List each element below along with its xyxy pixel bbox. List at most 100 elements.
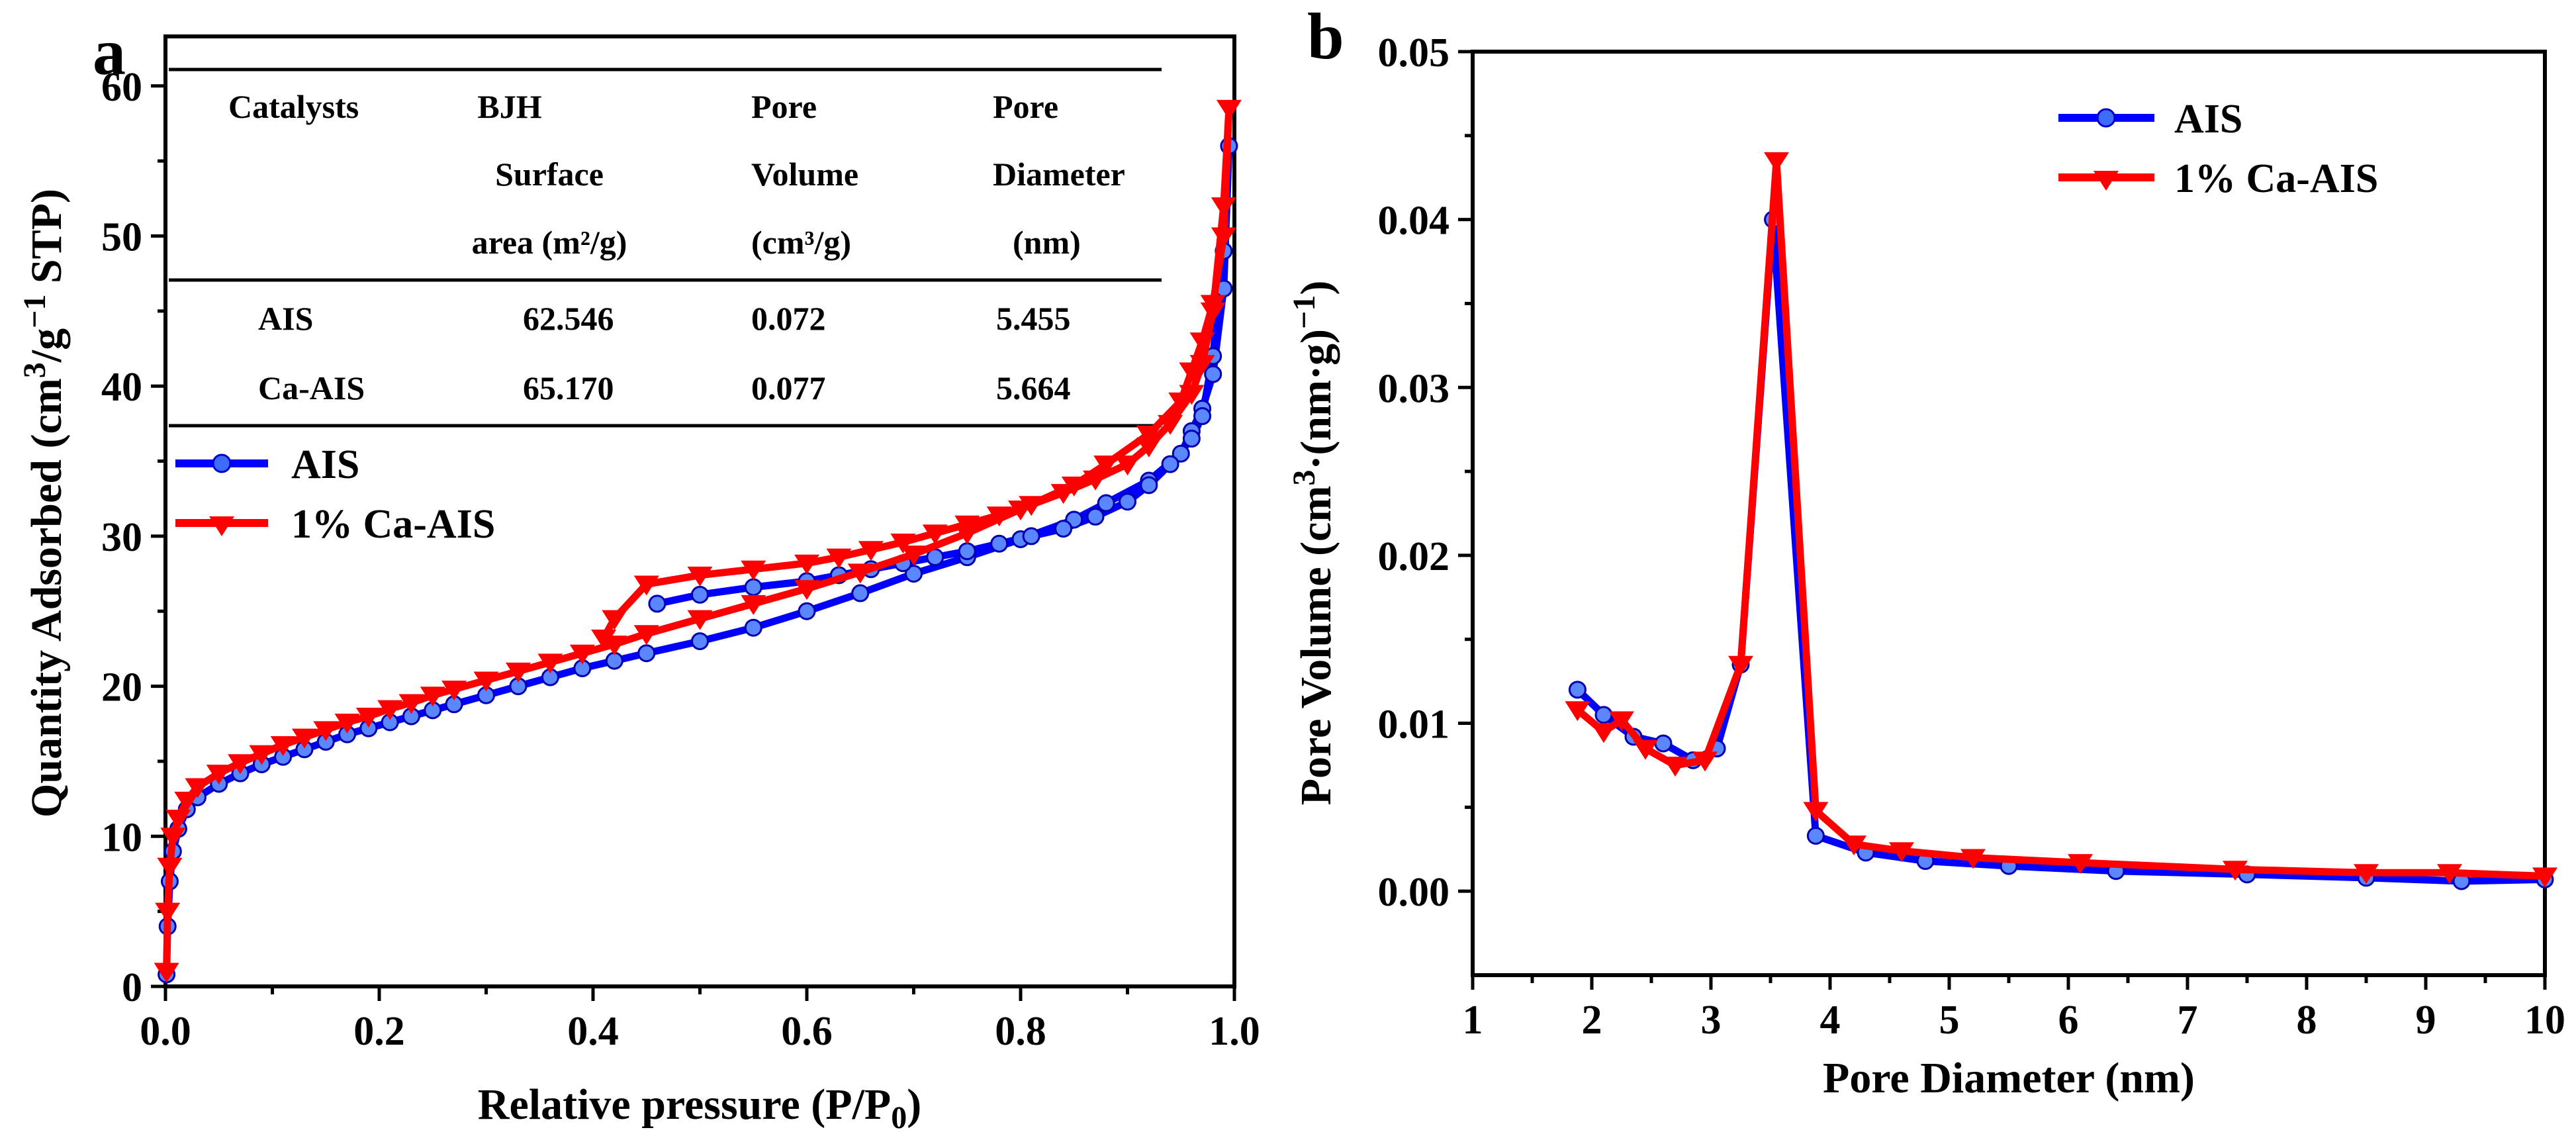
data-point-ais: [1568, 681, 1587, 699]
data-point-ca-ais: [1083, 470, 1109, 491]
data-point-ca-ais: [794, 580, 819, 600]
data-point-ais: [1594, 706, 1613, 724]
data-point-ais: [637, 644, 656, 663]
data-point-ca-ais: [2223, 861, 2248, 881]
legend-ais-marker: [212, 453, 232, 473]
x-tick-label: 2: [1582, 998, 1602, 1043]
data-point-ca-ais: [901, 546, 927, 566]
table-cell-catalyst-2: Ca-AIS: [258, 369, 365, 406]
y-tick-label: 40: [101, 365, 142, 410]
data-point-ca-ais: [569, 644, 595, 665]
data-point-ais: [1097, 494, 1115, 512]
data-point-ca-ais: [174, 791, 200, 812]
data-point-ca-ais: [1663, 756, 1688, 777]
data-point-ca-ais: [687, 566, 713, 587]
data-point-ca-ais: [890, 533, 916, 553]
data-point-ca-ais: [794, 554, 819, 575]
data-point-ca-ais: [355, 707, 381, 728]
data-point-ca-ais: [155, 902, 181, 923]
data-point-ca-ais: [441, 681, 467, 701]
data-point-ca-ais: [1200, 302, 1226, 322]
data-point-ca-ais: [633, 575, 659, 596]
table-header-bjh: BJH: [477, 88, 541, 125]
table-cell-catalyst-1: AIS: [258, 300, 313, 337]
data-point-ca-ais: [1136, 425, 1162, 446]
data-point-ca-ais: [505, 662, 531, 683]
x-tick-label: 3: [1701, 998, 1722, 1043]
data-point-ais: [1140, 476, 1158, 495]
legend-b-ais-marker: [2096, 108, 2116, 128]
table-header-volume: Volume: [751, 156, 858, 193]
data-point-ais: [1193, 407, 1212, 426]
table-header-diameter-unit: (nm): [1013, 224, 1081, 261]
data-point-ca-ais: [633, 625, 659, 645]
data-point-ais: [851, 584, 870, 602]
y-tick-label: 0.03: [1378, 366, 1450, 411]
x-tick-label: 7: [2178, 998, 2198, 1043]
data-point-ca-ais: [1019, 496, 1044, 516]
data-point-ca-ais: [154, 963, 179, 983]
data-point-ais: [648, 594, 667, 613]
y-tick-label: 0.01: [1378, 702, 1450, 747]
surface-area-table: Catalysts BJH Surface area (m²/g) Pore V…: [169, 68, 1162, 428]
data-point-ais: [744, 578, 762, 596]
table-header-area: area (m²/g): [472, 224, 627, 261]
table-header-pore-2: Pore: [993, 88, 1058, 125]
data-point-ais: [1086, 507, 1105, 526]
data-point-ca-ais: [1136, 437, 1162, 457]
data-point-ca-ais: [291, 728, 317, 749]
y-tick-label: 0.05: [1378, 30, 1450, 75]
panel-b-x-axis-label: Pore Diameter (nm): [1823, 1054, 2195, 1102]
data-point-ca-ais: [270, 736, 296, 757]
data-point-ca-ais: [185, 778, 210, 798]
data-point-ca-ais: [1633, 739, 1658, 760]
data-point-ais: [1654, 734, 1673, 753]
x-tick-label: 1: [1463, 998, 1483, 1043]
x-tick-label: 5: [1939, 998, 1960, 1043]
data-point-ca-ais: [377, 700, 403, 720]
legend-ca-ais-marker: [209, 516, 234, 536]
data-point-ca-ais: [602, 610, 627, 630]
x-tick-label: 0.0: [140, 1009, 191, 1054]
panel-a-y-axis-label: Quantity Adsorbed (cm3/g−1 STP): [17, 189, 71, 818]
data-point-ca-ais: [313, 721, 339, 741]
data-point-ca-ais: [2354, 864, 2379, 884]
data-point-ais: [1204, 365, 1222, 383]
panel-b-plot-frame: [1471, 50, 2547, 977]
data-point-ais: [744, 618, 762, 637]
data-point-ca-ais: [922, 524, 948, 545]
data-point-ca-ais: [334, 714, 360, 734]
y-tick-label: 0: [122, 965, 142, 1010]
data-point-ca-ais: [1565, 701, 1590, 722]
x-tick-label: 0.4: [567, 1009, 619, 1054]
table-cell-area-1: 62.546: [523, 300, 614, 337]
table-header-pore-1: Pore: [751, 88, 817, 125]
data-point-ais: [798, 602, 816, 620]
y-tick-label: 0.04: [1378, 199, 1450, 244]
data-point-ca-ais: [398, 694, 424, 714]
panel-a-label: a: [93, 15, 126, 89]
y-tick-label: 60: [101, 65, 142, 110]
x-tick-label: 0.6: [781, 1009, 833, 1054]
data-point-ca-ais: [687, 610, 713, 630]
x-tick-label: 1.0: [1209, 1009, 1260, 1054]
data-point-ca-ais: [1189, 355, 1215, 375]
data-point-ais: [1172, 444, 1190, 463]
data-point-ca-ais: [1158, 414, 1183, 435]
data-point-ca-ais: [1841, 835, 1866, 856]
legend-ais-label: AIS: [291, 442, 359, 487]
data-point-ca-ais: [1216, 99, 1242, 120]
table-header-surface: Surface: [495, 156, 604, 193]
data-point-ca-ais: [1960, 849, 1986, 869]
table-cell-diameter-1: 5.455: [996, 300, 1071, 337]
y-tick-label: 30: [101, 515, 142, 560]
legend-b-ais-label: AIS: [2174, 97, 2242, 142]
data-point-ais: [990, 534, 1009, 553]
data-point-ca-ais: [206, 765, 232, 785]
panel-a-chart: a 0 10 20 30 40 50 60 0.0 0.2 0.4 0.6 0.8 1.0 Catal…: [17, 15, 1260, 1135]
data-point-ca-ais: [228, 754, 253, 775]
data-point-ca-ais: [1764, 152, 1789, 172]
data-point-ca-ais: [1591, 723, 1616, 743]
data-point-ca-ais: [1093, 455, 1119, 476]
